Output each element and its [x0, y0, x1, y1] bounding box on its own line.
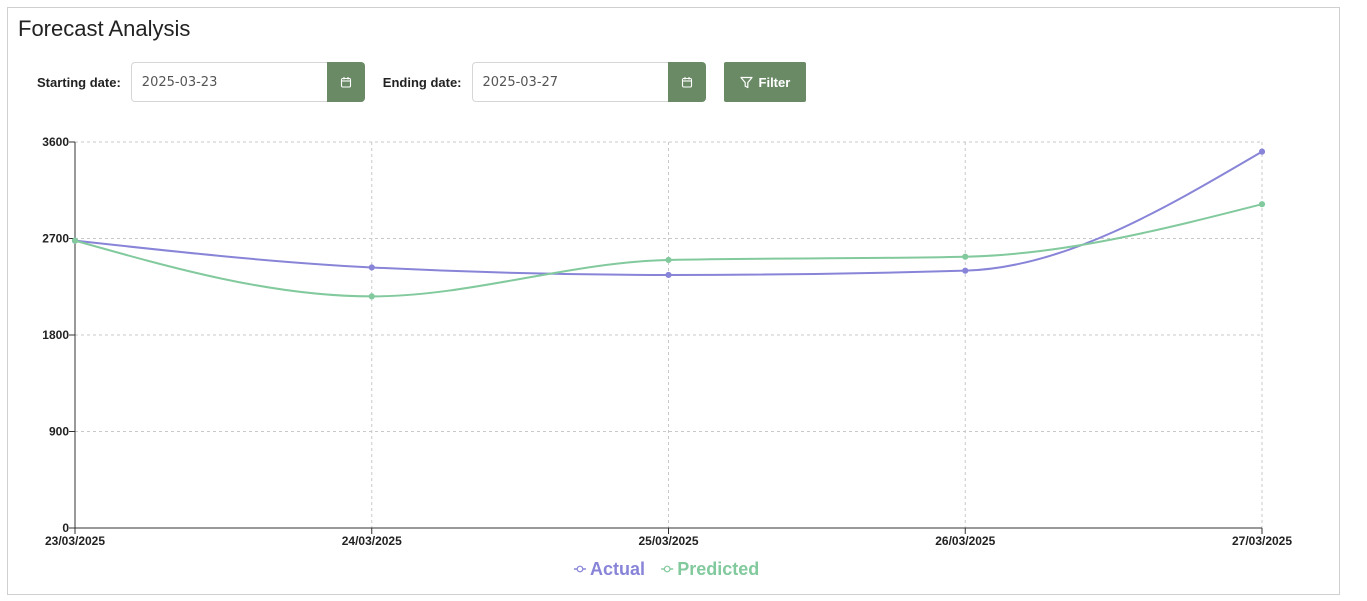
- legend-label-predicted: Predicted: [677, 559, 759, 579]
- data-point-predicted: [665, 256, 672, 264]
- data-point-predicted: [962, 253, 969, 260]
- ending-date-label: Ending date:: [382, 74, 462, 90]
- x-tick-label: 26/03/2025: [935, 534, 995, 548]
- x-tick-label: 27/03/2025: [1232, 534, 1292, 548]
- y-tick-label: 1800: [42, 328, 69, 342]
- page-title: Forecast Analysis: [18, 16, 191, 41]
- starting-date-group: [130, 62, 365, 102]
- y-tick-label: 2700: [42, 232, 69, 246]
- calendar-icon: [681, 77, 692, 88]
- starting-date-label: Starting date:: [37, 74, 121, 90]
- data-point-actual: [368, 264, 375, 271]
- y-tick-label: 0: [62, 521, 69, 535]
- calendar-icon: [340, 77, 351, 88]
- legend-marker-dot-actual: [576, 565, 584, 573]
- y-tick-label: 3600: [42, 135, 69, 149]
- x-tick-label: 25/03/2025: [638, 534, 698, 548]
- filter-button[interactable]: Filter: [723, 62, 807, 102]
- filter-button-label: Filter: [758, 74, 791, 90]
- data-point-predicted: [1258, 201, 1266, 208]
- x-tick-label: 24/03/2025: [342, 534, 402, 548]
- starting-date-input[interactable]: [130, 62, 327, 102]
- starting-date-calendar-button[interactable]: [326, 62, 365, 102]
- legend-marker-dot-predicted: [663, 565, 671, 573]
- ending-date-group: [471, 62, 706, 102]
- data-point-predicted: [368, 293, 375, 300]
- data-point-actual: [1258, 148, 1266, 155]
- filter-bar: Starting date: Ending date: Filt: [37, 62, 807, 102]
- legend-label-actual: Actual: [590, 559, 645, 579]
- forecast-card: Forecast Analysis: [7, 7, 1340, 595]
- data-point-actual: [962, 267, 969, 274]
- data-point-predicted: [71, 237, 79, 244]
- y-tick-label: 900: [49, 425, 69, 439]
- data-point-actual: [665, 271, 672, 279]
- filter-icon: [739, 76, 753, 88]
- ending-date-calendar-button[interactable]: [667, 62, 706, 102]
- ending-date-input[interactable]: [471, 62, 668, 102]
- x-tick-label: 23/03/2025: [45, 534, 105, 548]
